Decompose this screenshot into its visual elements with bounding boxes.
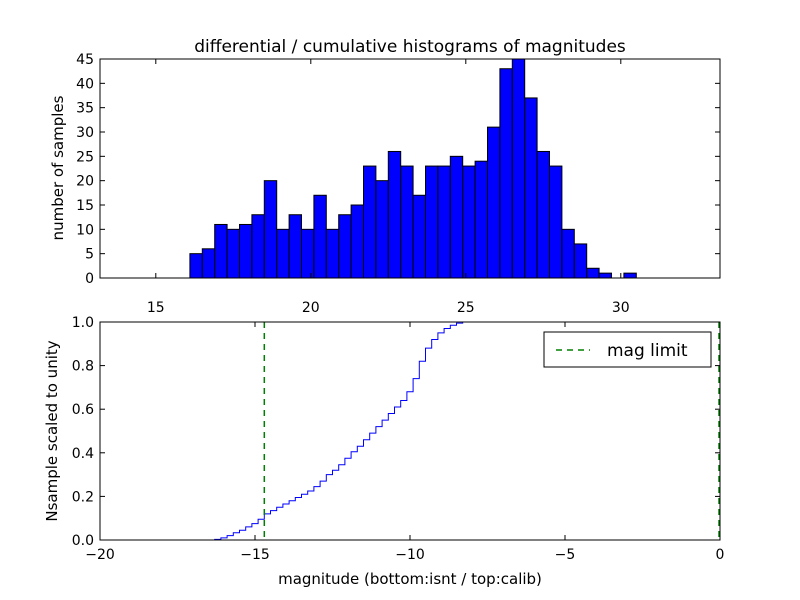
- histogram-bar: [239, 223, 253, 279]
- bottom-x-tick-label: −10: [395, 547, 425, 563]
- histogram-bar: [511, 58, 526, 279]
- top-panel: differential / cumulative histograms of …: [49, 37, 721, 316]
- bottom-y-tick-label: 0.4: [72, 446, 94, 462]
- histogram-bar: [400, 165, 414, 279]
- histogram-bar: [189, 253, 203, 279]
- bottom-y-tick-label: 0.8: [72, 359, 94, 375]
- bottom-y-axis-label: Nsample scaled to unity: [43, 340, 61, 521]
- bottom-y-tick-label: 0.0: [72, 533, 94, 549]
- bottom-x-tick-label: −20: [85, 547, 115, 563]
- histogram-bar: [437, 165, 451, 279]
- histogram-bar: [598, 272, 612, 279]
- chart-title: differential / cumulative histograms of …: [194, 37, 626, 57]
- histogram-bar: [288, 214, 303, 279]
- histogram-bar: [263, 180, 278, 279]
- histogram-bar: [549, 165, 563, 279]
- histogram-bar: [363, 165, 377, 279]
- top-y-tick-label: 0: [85, 271, 94, 287]
- bottom-y-tick-label: 0.6: [72, 402, 94, 418]
- histogram-bar: [375, 180, 389, 279]
- bottom-x-tick-label: 0: [716, 547, 725, 563]
- histogram-bar: [338, 214, 352, 279]
- top-ticks: 0 5 10 15 20 25 30 35 40 45 15 20 25 30: [76, 52, 720, 316]
- top-y-tick-label: 10: [76, 222, 94, 238]
- top-x-tick-label: 20: [302, 300, 320, 316]
- histogram-bar: [573, 243, 588, 279]
- top-x-tick-label: 30: [612, 300, 630, 316]
- top-y-tick-label: 15: [76, 198, 94, 214]
- bottom-plot-frame: [99, 321, 721, 541]
- histogram-bar: [276, 228, 290, 279]
- top-bars: [189, 58, 637, 279]
- histogram-bar: [301, 228, 315, 279]
- histogram-bar: [251, 214, 265, 279]
- bottom-ticks: 0.0 0.2 0.4 0.6 0.8 1.0 −20 −15 −10 −5 0: [72, 315, 725, 563]
- top-y-tick-label: 20: [76, 174, 94, 190]
- bottom-x-tick-label: −5: [555, 547, 576, 563]
- top-y-axis-label: number of samples: [49, 95, 67, 240]
- bottom-panel: magnitude (bottom:isnt / top:calib) Nsam…: [43, 315, 724, 588]
- histogram-bar: [561, 228, 575, 279]
- top-y-tick-label: 5: [85, 247, 94, 263]
- histogram-bar: [313, 194, 327, 279]
- histogram-bar: [201, 248, 216, 279]
- histogram-bar: [425, 165, 439, 279]
- histogram-bar: [387, 150, 402, 279]
- top-y-tick-label: 25: [76, 149, 94, 165]
- histogram-bar: [499, 68, 513, 279]
- histogram-bar: [325, 228, 340, 279]
- top-x-tick-label: 15: [147, 300, 165, 316]
- top-y-tick-label: 40: [76, 76, 94, 92]
- histogram-bar: [350, 204, 365, 279]
- histogram-bar: [214, 223, 228, 279]
- histogram-bar: [524, 97, 538, 279]
- legend-mag-limit-label: mag limit: [607, 341, 688, 361]
- top-plot-frame: [99, 58, 721, 279]
- bottom-y-tick-label: 0.2: [72, 489, 94, 505]
- histogram-bar: [462, 165, 476, 279]
- histogram-bar: [474, 160, 489, 279]
- top-y-tick-label: 35: [76, 101, 94, 117]
- top-y-tick-label: 45: [76, 52, 94, 68]
- histogram-bar: [412, 194, 427, 279]
- histogram-bar: [623, 272, 637, 279]
- top-x-tick-label: 25: [457, 300, 475, 316]
- cumulative-line: [100, 321, 476, 541]
- histogram-bar: [586, 267, 600, 279]
- x-axis-label: magnitude (bottom:isnt / top:calib): [278, 570, 542, 588]
- histogram-bar: [226, 228, 241, 279]
- bottom-y-tick-label: 1.0: [72, 315, 94, 331]
- histogram-bar: [449, 155, 464, 279]
- histogram-bar: [536, 150, 550, 279]
- bottom-x-tick-label: −15: [240, 547, 270, 563]
- top-y-tick-label: 30: [76, 125, 94, 141]
- histogram-bar: [487, 126, 501, 279]
- legend: mag limit: [543, 331, 712, 368]
- bottom-plot-area: [100, 321, 720, 541]
